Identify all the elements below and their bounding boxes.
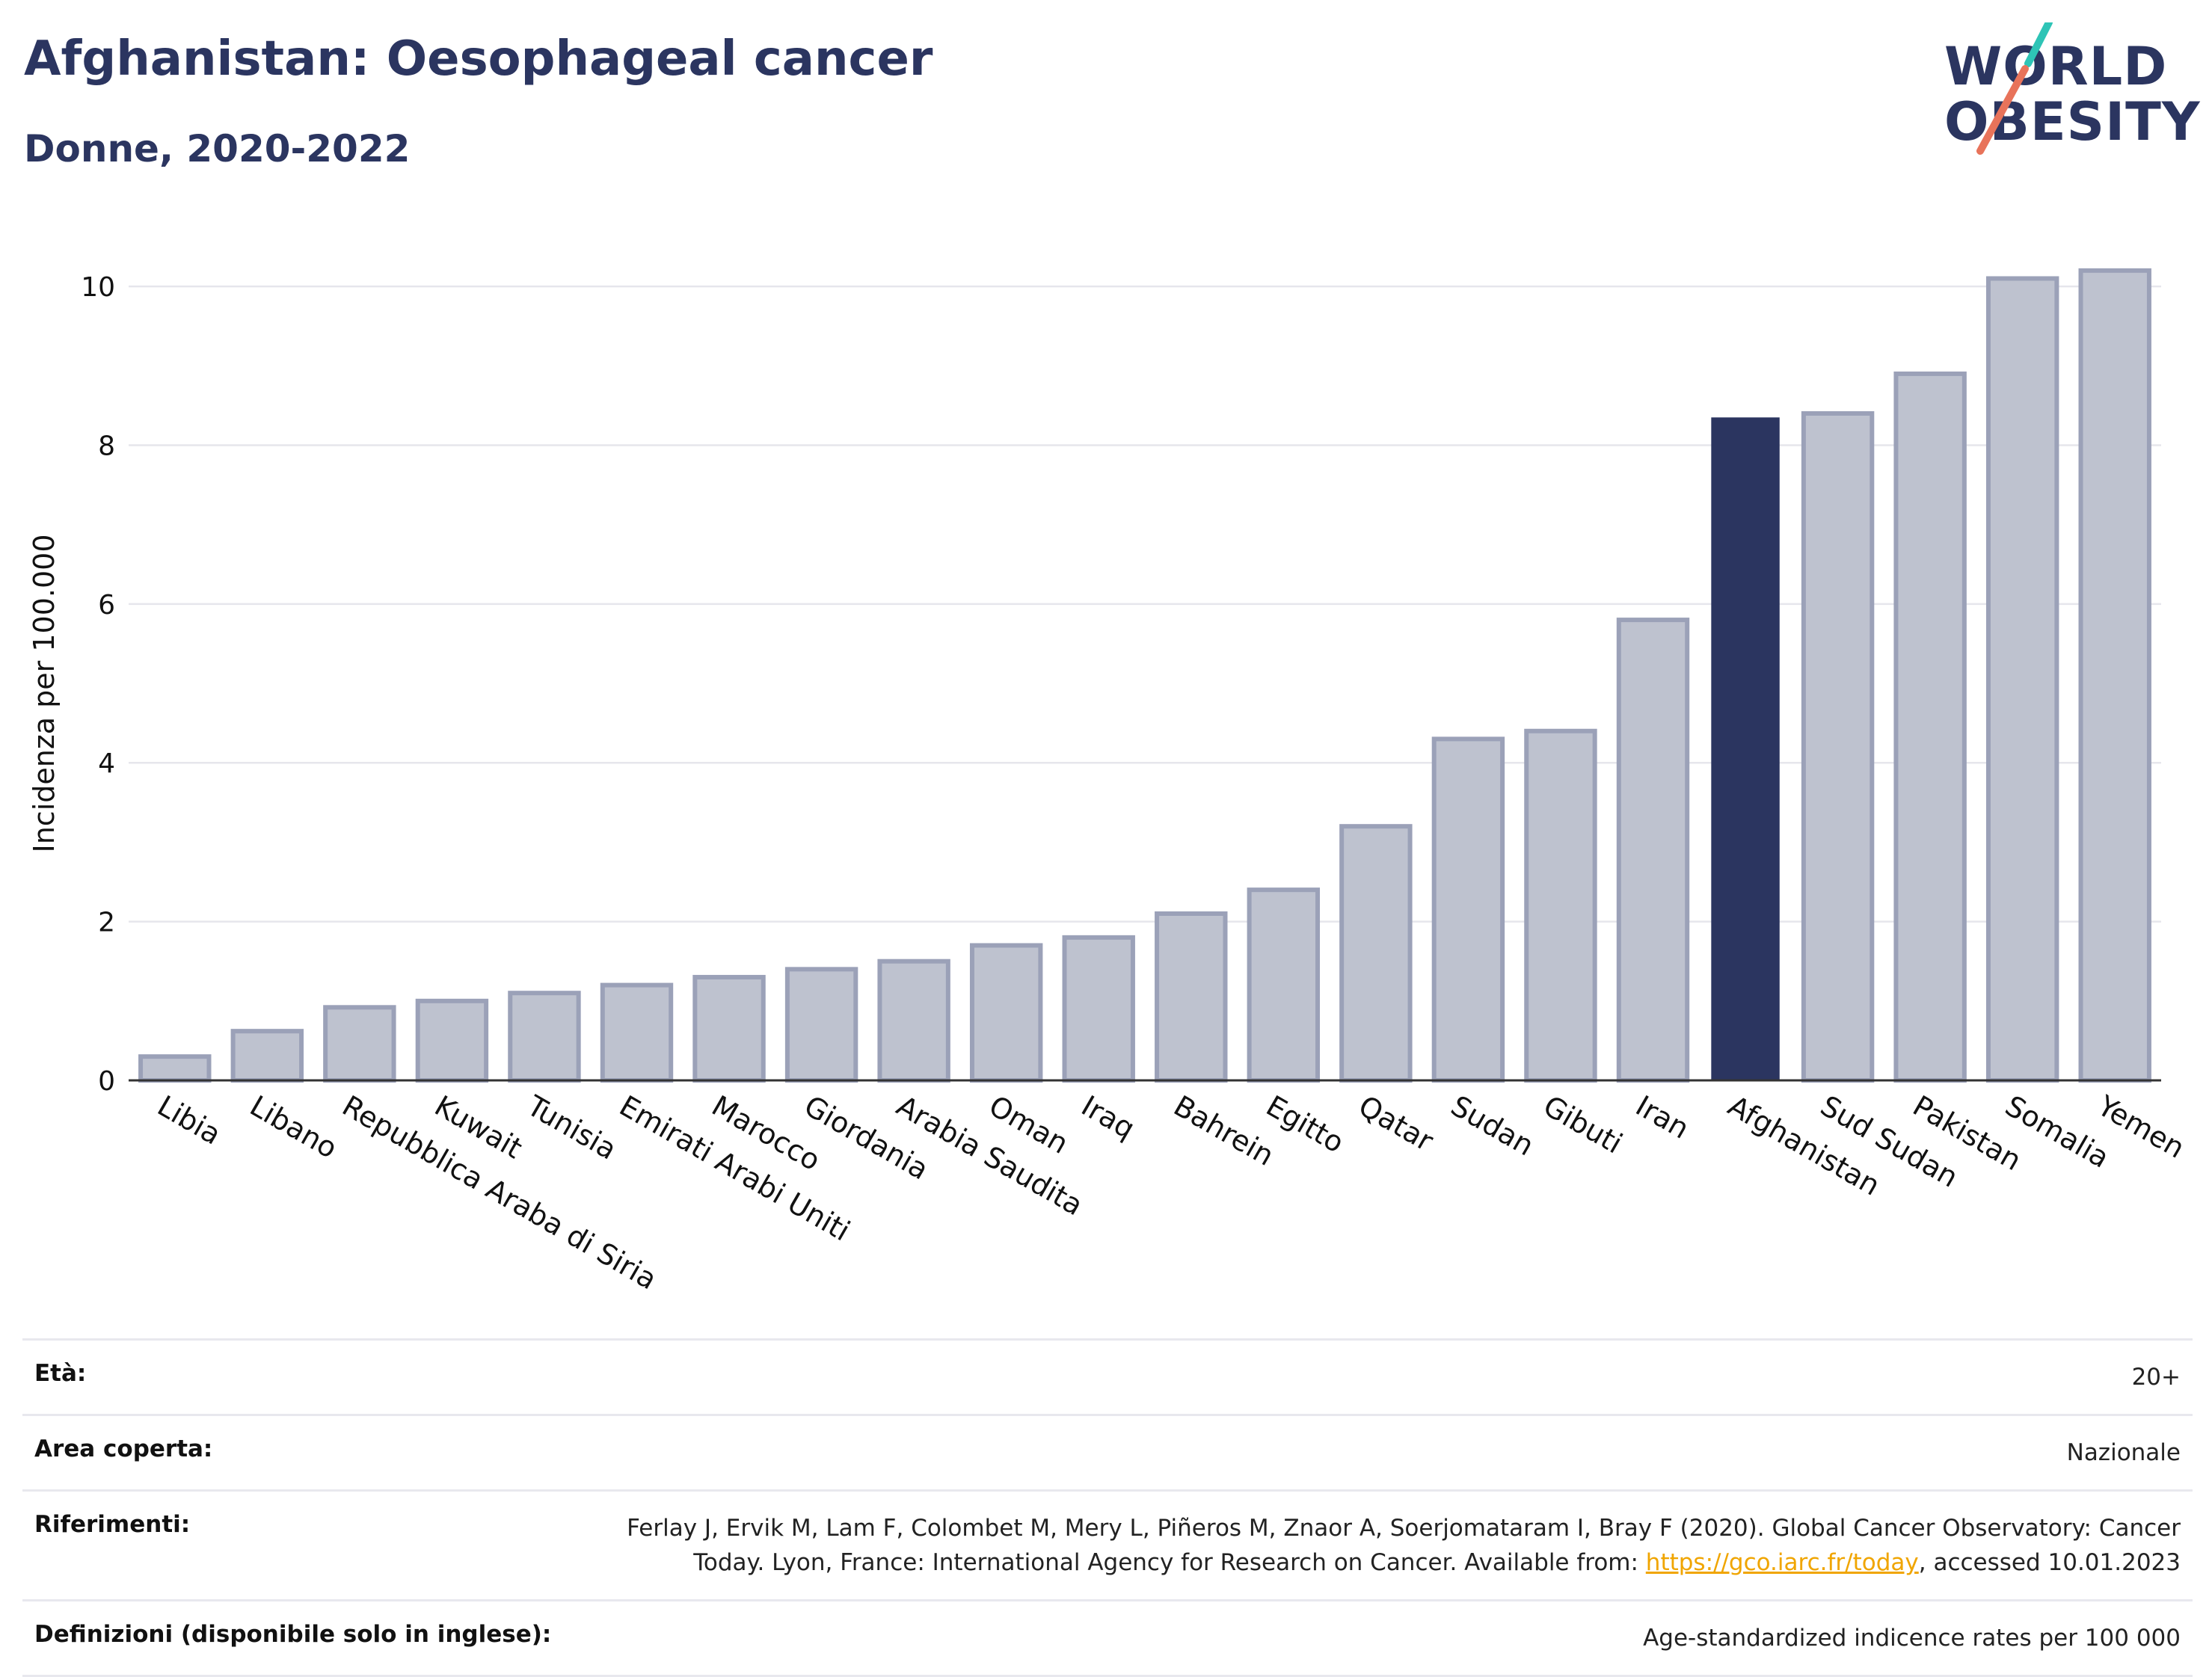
world-obesity-logo[interactable]: WORLD OBESITY — [1944, 22, 2200, 157]
bar-gibuti[interactable] — [1524, 728, 1597, 1083]
bar-qatar[interactable] — [1339, 824, 1413, 1083]
info-row-age: Età: 20+ — [22, 1338, 2193, 1414]
age-value: 20+ — [2131, 1364, 2181, 1391]
x-tick-label: Libia — [152, 1089, 227, 1151]
x-tick-label: Tunisia — [521, 1089, 622, 1166]
y-tick-label: 8 — [98, 431, 115, 461]
y-tick-label: 6 — [98, 590, 115, 621]
bar-tunisia[interactable] — [508, 991, 581, 1083]
age-label: Età: — [34, 1360, 87, 1387]
x-tick-label: Sudan — [1446, 1089, 1540, 1163]
area-label: Area coperta: — [34, 1436, 213, 1462]
bar-libano[interactable] — [230, 1029, 304, 1083]
bar-giordania[interactable] — [784, 967, 858, 1083]
definitions-label: Definizioni (disponibile solo in inglese… — [34, 1621, 552, 1648]
info-row-definitions: Definizioni (disponibile solo in inglese… — [22, 1599, 2193, 1677]
logo-slash-icon — [1976, 22, 2053, 155]
x-tick-label: Bahrein — [1168, 1089, 1279, 1172]
page-title: Afghanistan: Oesophageal cancer — [24, 31, 933, 87]
bar-sud-sudan[interactable] — [1801, 411, 1875, 1083]
info-row-area: Area coperta: Nazionale — [22, 1414, 2193, 1489]
bar-yemen[interactable] — [2078, 268, 2151, 1083]
bar-bahrein[interactable] — [1155, 911, 1228, 1083]
x-tick-label: Gibuti — [1537, 1089, 1627, 1160]
bar-oman[interactable] — [969, 943, 1043, 1083]
x-tick-label: Libano — [245, 1089, 343, 1165]
logo-line-1: WORLD — [1944, 36, 2168, 97]
y-tick-label: 10 — [81, 272, 115, 303]
bar-emirati-arabi-uniti[interactable] — [600, 982, 674, 1083]
x-tick-label: Iran — [1630, 1089, 1695, 1145]
y-tick-labels: 0 2 4 6 8 10 — [81, 272, 115, 1097]
bars — [138, 268, 2151, 1083]
bar-afghanistan[interactable] — [1711, 417, 1780, 1080]
x-tick-label: Qatar — [1353, 1089, 1439, 1158]
bar-egitto[interactable] — [1247, 887, 1321, 1083]
bar-pakistan[interactable] — [1893, 371, 1967, 1083]
definitions-value: Age-standardized indicence rates per 100… — [1643, 1625, 2181, 1652]
bar-marocco[interactable] — [692, 974, 766, 1083]
x-tick-label: Iraq — [1076, 1089, 1140, 1145]
bar-kuwait[interactable] — [415, 998, 489, 1083]
area-value: Nazionale — [2066, 1439, 2181, 1466]
references-text: Ferlay J, Ervik M, Lam F, Colombet M, Me… — [627, 1515, 2181, 1576]
info-table: Età: 20+ Area coperta: Nazionale Riferim… — [22, 1338, 2193, 1677]
references-value: Ferlay J, Ervik M, Lam F, Colombet M, Me… — [22, 1511, 2193, 1580]
bar-libia[interactable] — [138, 1054, 212, 1083]
bar-repubblica-araba-di-siria[interactable] — [323, 1005, 396, 1083]
bar-sudan[interactable] — [1431, 736, 1505, 1083]
page-subtitle: Donne, 2020-2022 — [24, 127, 411, 170]
references-accessed: , accessed 10.01.2023 — [1918, 1549, 2181, 1576]
references-label: Riferimenti: — [34, 1511, 191, 1538]
y-axis-label: Incidenza per 100.000 — [28, 535, 61, 853]
info-row-references: Riferimenti: Ferlay J, Ervik M, Lam F, C… — [22, 1489, 2193, 1599]
references-link[interactable]: https://gco.iarc.fr/today — [1645, 1549, 1919, 1576]
y-tick-label: 0 — [98, 1066, 115, 1097]
bar-iran[interactable] — [1616, 618, 1690, 1083]
bar-iraq[interactable] — [1062, 935, 1135, 1083]
bar-arabia-saudita[interactable] — [877, 958, 950, 1083]
bar-somalia[interactable] — [1985, 276, 2059, 1083]
y-tick-label: 2 — [98, 908, 115, 938]
y-tick-label: 4 — [98, 748, 115, 779]
